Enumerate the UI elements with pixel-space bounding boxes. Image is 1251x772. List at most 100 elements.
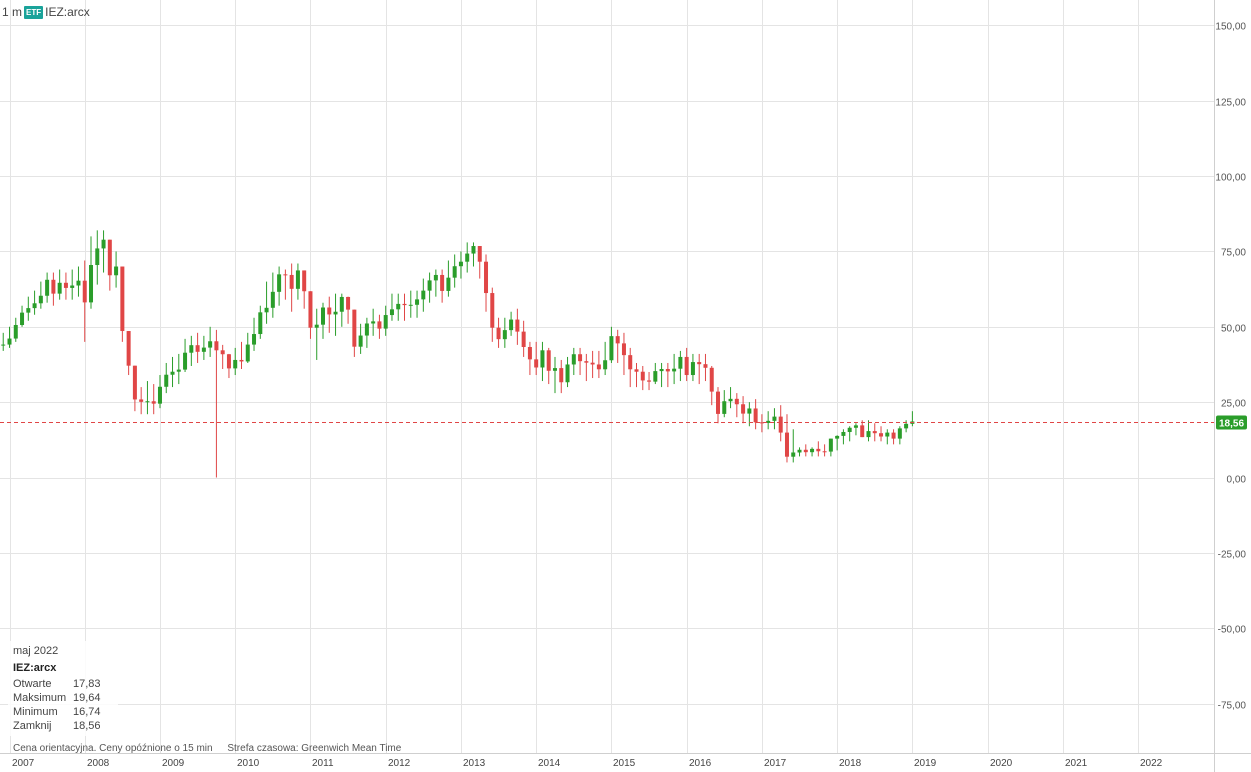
candle (772, 408, 777, 430)
candle (891, 429, 896, 445)
candle (327, 296, 332, 333)
candle-body (327, 307, 332, 315)
symbol-label[interactable]: IEZ:arcx (45, 5, 90, 19)
info-row-low: Minimum 16,74 (13, 705, 113, 719)
x-tick-label: 2019 (914, 758, 937, 769)
candle-body (321, 307, 325, 325)
candle-body (201, 347, 206, 352)
candle-body (828, 438, 833, 452)
footer-note: Cena orientacyjna. Ceny opóźnione o 15 m… (13, 743, 401, 754)
candle-body (609, 336, 614, 361)
candle-body (835, 435, 840, 439)
candle (214, 329, 219, 478)
candle (841, 429, 846, 445)
info-value: 17,83 (73, 678, 101, 690)
candle-body (534, 359, 539, 368)
candle (277, 266, 282, 306)
candle (427, 272, 432, 303)
candle (26, 296, 31, 321)
candle-body (465, 253, 470, 262)
candle (389, 293, 394, 321)
candle (847, 426, 852, 442)
candle (559, 359, 564, 394)
candle (603, 341, 608, 376)
candle-body (853, 425, 858, 428)
candle (534, 341, 539, 376)
candle-body (26, 308, 31, 313)
ohlc-info-box: maj 2022 IEZ:arcx Otwarte 17,83 Maksimum… (8, 641, 118, 736)
candle-body (872, 431, 877, 434)
candle-body (157, 386, 162, 404)
candle-body (741, 404, 746, 414)
candle-body (647, 380, 652, 382)
candle (759, 414, 764, 433)
candle (239, 341, 244, 369)
candle (527, 341, 532, 376)
candle (289, 263, 294, 312)
candle (571, 347, 576, 376)
candle (897, 426, 902, 445)
x-axis-labels: 2007 2008 2009 2010 2011 2012 2013 2014 2015 2016… (12, 758, 1163, 769)
candle-body (13, 324, 18, 339)
candle-body (885, 432, 890, 437)
candle (76, 266, 81, 297)
y-tick-label: 0,00 (1227, 475, 1247, 486)
candle-body (89, 265, 94, 303)
candle-body (628, 355, 633, 370)
candle (484, 254, 489, 312)
candle (38, 281, 43, 309)
candle-body (640, 371, 645, 381)
candle-body (233, 359, 238, 369)
candle-body (45, 279, 50, 296)
candle (333, 293, 338, 336)
info-value: 18,56 (73, 720, 101, 732)
candle (872, 423, 877, 442)
candle-body (477, 246, 482, 262)
candle (753, 399, 758, 430)
chart-header: 1 m ETF IEZ:arcx (2, 5, 90, 19)
candle-body (734, 398, 739, 405)
candle-body (590, 362, 595, 365)
candle-body (665, 368, 670, 372)
candle (245, 332, 250, 363)
candle-body (860, 425, 865, 438)
candle-body (32, 303, 37, 309)
candle (189, 335, 194, 366)
candle (183, 338, 188, 373)
candle (170, 356, 175, 388)
candle (63, 272, 68, 300)
candle (828, 438, 833, 457)
candle-body (226, 354, 231, 369)
candle (634, 362, 639, 388)
candle (628, 347, 633, 388)
candle-body (634, 369, 639, 372)
candle-body (440, 274, 445, 291)
candle-body (816, 448, 821, 452)
candle-body (496, 327, 501, 340)
x-tick-label: 2007 (12, 758, 35, 769)
candle-body (728, 398, 733, 402)
candle (596, 350, 601, 379)
candle (20, 305, 25, 327)
candle (120, 266, 125, 342)
candle (452, 254, 457, 288)
candle (295, 263, 300, 300)
info-label: Maksimum (13, 692, 67, 704)
candle (741, 396, 746, 424)
interval-label[interactable]: 1 m (2, 5, 23, 19)
candle (402, 293, 407, 321)
candle (672, 353, 677, 385)
candle-body (421, 290, 426, 300)
candle-body (578, 354, 583, 362)
candle (346, 296, 351, 324)
candle (477, 246, 482, 279)
candle-body (145, 401, 150, 403)
candle (226, 353, 231, 379)
candle (822, 444, 827, 457)
candle-body (245, 344, 250, 362)
candle (803, 444, 808, 457)
candle-body (584, 361, 589, 363)
candle (778, 405, 783, 442)
candle-body (82, 280, 87, 303)
